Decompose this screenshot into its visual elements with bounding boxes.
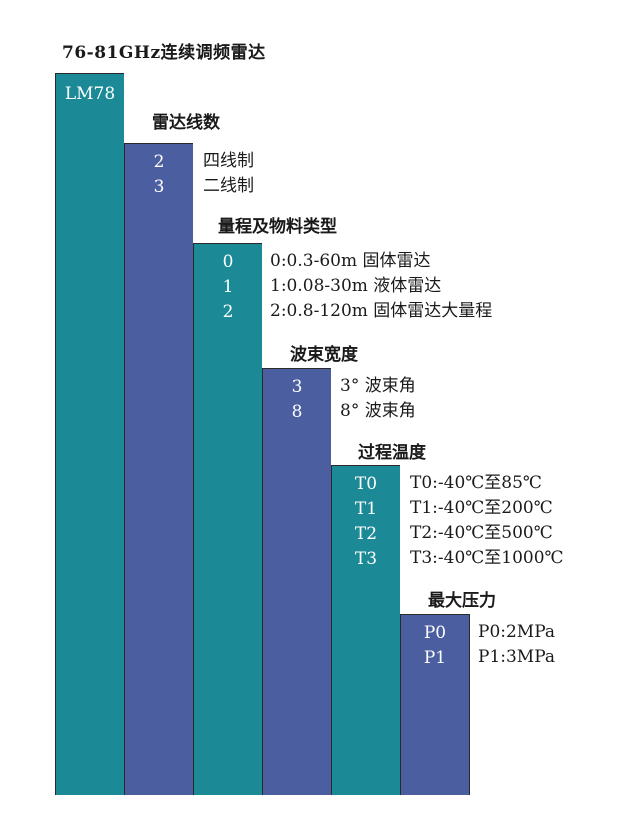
option-code: 3: [291, 377, 303, 397]
step-column-process-temperature: T0 T1 T2 T3: [331, 465, 400, 795]
option-code: 3: [153, 177, 165, 197]
option-description: T3:-40℃至1000℃: [410, 548, 564, 568]
option-description: 0:0.3-60m 固体雷达: [270, 251, 431, 271]
heading-max-pressure: 最大压力: [428, 591, 496, 611]
heading-beam-width: 波束宽度: [290, 345, 358, 365]
option-description: T1:-40℃至200℃: [410, 498, 553, 518]
option-description: P1:3MPa: [478, 647, 556, 667]
option-description: 8° 波束角: [340, 401, 416, 421]
option-code: 0: [222, 252, 234, 272]
heading-range-material: 量程及物料类型: [218, 217, 337, 237]
option-description: T2:-40℃至500℃: [410, 523, 553, 543]
step-column-beam-width: 3 8: [262, 368, 331, 795]
step-column-model: LM78: [55, 73, 124, 795]
heading-radar-wires: 雷达线数: [152, 113, 220, 133]
heading-process-temperature: 过程温度: [358, 443, 426, 463]
options-beam-width: 3° 波束角 8° 波束角: [340, 374, 416, 424]
step-column-radar-wires: 2 3: [124, 143, 193, 795]
option-code: T0: [354, 474, 378, 494]
step-column-range-material: 0 1 2: [193, 243, 262, 795]
option-description: T0:-40℃至85℃: [410, 473, 542, 493]
options-max-pressure: P0:2MPa P1:3MPa: [478, 620, 555, 670]
page-title: 76-81GHz连续调频雷达: [62, 43, 266, 63]
option-code: T2: [354, 524, 378, 544]
option-description: 1:0.08-30m 液体雷达: [270, 276, 442, 296]
model-code: LM78: [64, 84, 116, 104]
option-code: T1: [354, 499, 378, 519]
option-description: 二线制: [203, 176, 254, 196]
option-code: 2: [222, 302, 234, 322]
option-code: 2: [153, 152, 165, 172]
option-description: 2:0.8-120m 固体雷达大量程: [270, 301, 493, 321]
option-code: P0: [423, 623, 447, 643]
step-column-max-pressure: P0 P1: [400, 614, 470, 795]
option-description: 四线制: [203, 151, 254, 171]
option-code: 1: [222, 277, 234, 297]
option-description: P0:2MPa: [478, 622, 556, 642]
option-description: 3° 波束角: [340, 376, 416, 396]
options-radar-wires: 四线制 二线制: [203, 149, 254, 199]
options-range-material: 0:0.3-60m 固体雷达 1:0.08-30m 液体雷达 2:0.8-120…: [270, 249, 492, 324]
option-code: P1: [423, 648, 447, 668]
option-code: 8: [291, 402, 303, 422]
options-process-temperature: T0:-40℃至85℃ T1:-40℃至200℃ T2:-40℃至500℃ T3…: [410, 471, 564, 571]
option-code: T3: [354, 549, 378, 569]
